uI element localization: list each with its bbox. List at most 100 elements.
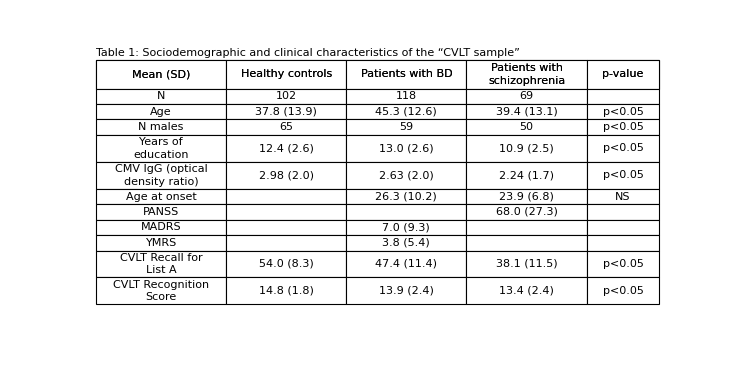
Text: 38.1 (11.5): 38.1 (11.5) — [495, 259, 557, 269]
Bar — [346, 189, 467, 204]
Bar — [226, 104, 346, 119]
Text: 118: 118 — [396, 91, 417, 101]
Bar — [96, 189, 226, 204]
Text: 14.8 (1.8): 14.8 (1.8) — [258, 286, 313, 296]
Bar — [96, 104, 226, 119]
Text: p-value: p-value — [603, 69, 644, 79]
Bar — [467, 60, 586, 89]
Text: p-value: p-value — [603, 69, 644, 79]
Bar — [346, 60, 467, 89]
Text: Healthy controls: Healthy controls — [241, 69, 332, 79]
Bar — [586, 235, 659, 251]
Bar — [96, 251, 226, 277]
Bar — [346, 251, 467, 277]
Bar — [467, 135, 586, 162]
Bar — [467, 60, 586, 89]
Bar — [226, 251, 346, 277]
Text: p<0.05: p<0.05 — [603, 170, 644, 180]
Text: NS: NS — [615, 191, 631, 202]
Text: YMRS: YMRS — [145, 238, 177, 248]
Text: 13.9 (2.4): 13.9 (2.4) — [379, 286, 434, 296]
Text: 13.0 (2.6): 13.0 (2.6) — [379, 144, 434, 153]
Bar — [467, 89, 586, 104]
Text: 13.4 (2.4): 13.4 (2.4) — [499, 286, 554, 296]
Text: 2.98 (2.0): 2.98 (2.0) — [258, 170, 313, 180]
Text: CMV IgG (optical
density ratio): CMV IgG (optical density ratio) — [115, 164, 208, 187]
Text: 54.0 (8.3): 54.0 (8.3) — [259, 259, 313, 269]
Text: 26.3 (10.2): 26.3 (10.2) — [376, 191, 437, 202]
Bar — [467, 277, 586, 305]
Text: Mean (SD): Mean (SD) — [132, 69, 190, 79]
Bar — [586, 60, 659, 89]
Bar — [346, 135, 467, 162]
Text: Healthy controls: Healthy controls — [241, 69, 332, 79]
Text: 23.9 (6.8): 23.9 (6.8) — [499, 191, 554, 202]
Bar — [586, 119, 659, 135]
Bar — [96, 235, 226, 251]
Text: PANSS: PANSS — [143, 207, 179, 217]
Text: 37.8 (13.9): 37.8 (13.9) — [255, 107, 317, 117]
Text: 10.9 (2.5): 10.9 (2.5) — [499, 144, 554, 153]
Text: 59: 59 — [399, 122, 413, 132]
Text: Age at onset: Age at onset — [126, 191, 197, 202]
Bar — [96, 60, 226, 89]
Text: p<0.05: p<0.05 — [603, 144, 644, 153]
Text: Patients with BD: Patients with BD — [360, 69, 452, 79]
Bar — [346, 277, 467, 305]
Bar — [226, 135, 346, 162]
Bar — [226, 60, 346, 89]
Text: p<0.05: p<0.05 — [603, 259, 644, 269]
Text: MADRS: MADRS — [141, 223, 181, 232]
Bar — [346, 104, 467, 119]
Text: 102: 102 — [275, 91, 297, 101]
Bar — [586, 251, 659, 277]
Bar — [346, 204, 467, 220]
Bar — [586, 220, 659, 235]
Bar — [467, 235, 586, 251]
Bar — [96, 119, 226, 135]
Bar — [346, 162, 467, 189]
Bar — [226, 89, 346, 104]
Bar — [96, 135, 226, 162]
Text: 45.3 (12.6): 45.3 (12.6) — [376, 107, 437, 117]
Bar — [586, 60, 659, 89]
Text: 68.0 (27.3): 68.0 (27.3) — [495, 207, 558, 217]
Text: Patients with
schizophrenia: Patients with schizophrenia — [488, 63, 565, 86]
Text: CVLT Recognition
Score: CVLT Recognition Score — [113, 280, 209, 302]
Text: Age: Age — [150, 107, 172, 117]
Bar — [96, 204, 226, 220]
Bar — [586, 204, 659, 220]
Text: 3.8 (5.4): 3.8 (5.4) — [382, 238, 430, 248]
Bar — [586, 162, 659, 189]
Bar — [346, 220, 467, 235]
Bar — [586, 277, 659, 305]
Text: N: N — [157, 91, 165, 101]
Bar — [467, 104, 586, 119]
Bar — [586, 104, 659, 119]
Text: 7.0 (9.3): 7.0 (9.3) — [382, 223, 430, 232]
Bar — [96, 60, 226, 89]
Bar — [467, 220, 586, 235]
Bar — [467, 162, 586, 189]
Bar — [467, 251, 586, 277]
Bar — [96, 277, 226, 305]
Text: Patients with
schizophrenia: Patients with schizophrenia — [488, 63, 565, 86]
Bar — [346, 119, 467, 135]
Bar — [467, 189, 586, 204]
Text: 69: 69 — [520, 91, 534, 101]
Text: N males: N males — [139, 122, 184, 132]
Text: p<0.05: p<0.05 — [603, 122, 644, 132]
Bar — [226, 220, 346, 235]
Bar — [226, 162, 346, 189]
Text: Mean (SD): Mean (SD) — [132, 69, 190, 79]
Bar — [226, 119, 346, 135]
Bar — [96, 220, 226, 235]
Bar — [226, 189, 346, 204]
Text: p<0.05: p<0.05 — [603, 286, 644, 296]
Bar — [346, 235, 467, 251]
Bar — [346, 89, 467, 104]
Bar — [226, 60, 346, 89]
Bar — [96, 162, 226, 189]
Bar — [586, 189, 659, 204]
Text: 39.4 (13.1): 39.4 (13.1) — [495, 107, 557, 117]
